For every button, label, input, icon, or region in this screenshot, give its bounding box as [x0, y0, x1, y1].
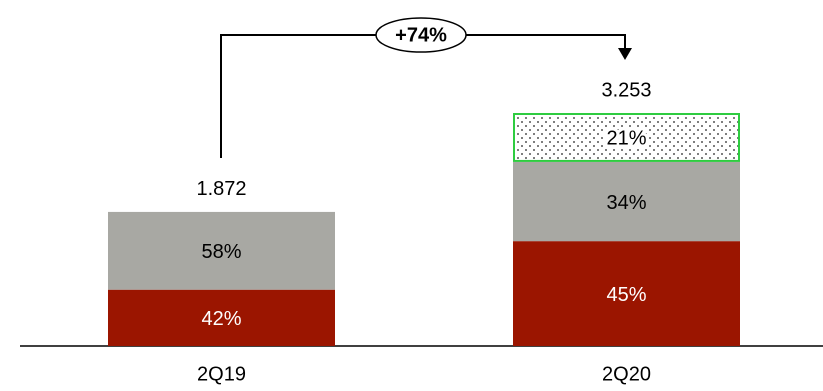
bar-segment	[108, 211, 335, 290]
bar-segment	[513, 113, 740, 162]
total-label: 3.253	[601, 79, 651, 101]
total-label: 1.872	[196, 178, 246, 200]
annotation: +74%	[395, 24, 447, 46]
bar-segment	[513, 241, 740, 346]
bar-segment	[513, 161, 740, 242]
segment-label: 34%	[606, 192, 646, 214]
x-tick-label: 2Q20	[602, 363, 651, 385]
segment-label: 58%	[201, 241, 241, 263]
bar-segment	[108, 289, 335, 346]
x-tick-label: 2Q19	[197, 363, 246, 385]
arrow-head	[618, 48, 632, 60]
segment-label: 42%	[201, 308, 241, 330]
segment-label: 21%	[606, 128, 646, 150]
annotation-bubble	[375, 17, 467, 53]
segment-label: 45%	[606, 284, 646, 306]
